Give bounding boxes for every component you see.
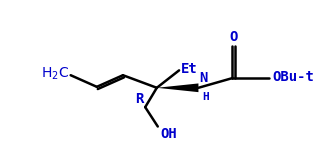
Polygon shape (157, 83, 198, 92)
Text: R: R (135, 92, 143, 106)
Text: $\mathsf{H_2C}$: $\mathsf{H_2C}$ (41, 66, 69, 82)
Text: Et: Et (181, 62, 198, 76)
Text: O: O (229, 30, 238, 44)
Text: N: N (199, 71, 208, 85)
Text: OBu-t: OBu-t (272, 70, 314, 84)
Text: H: H (202, 92, 209, 102)
Text: OH: OH (161, 127, 178, 141)
